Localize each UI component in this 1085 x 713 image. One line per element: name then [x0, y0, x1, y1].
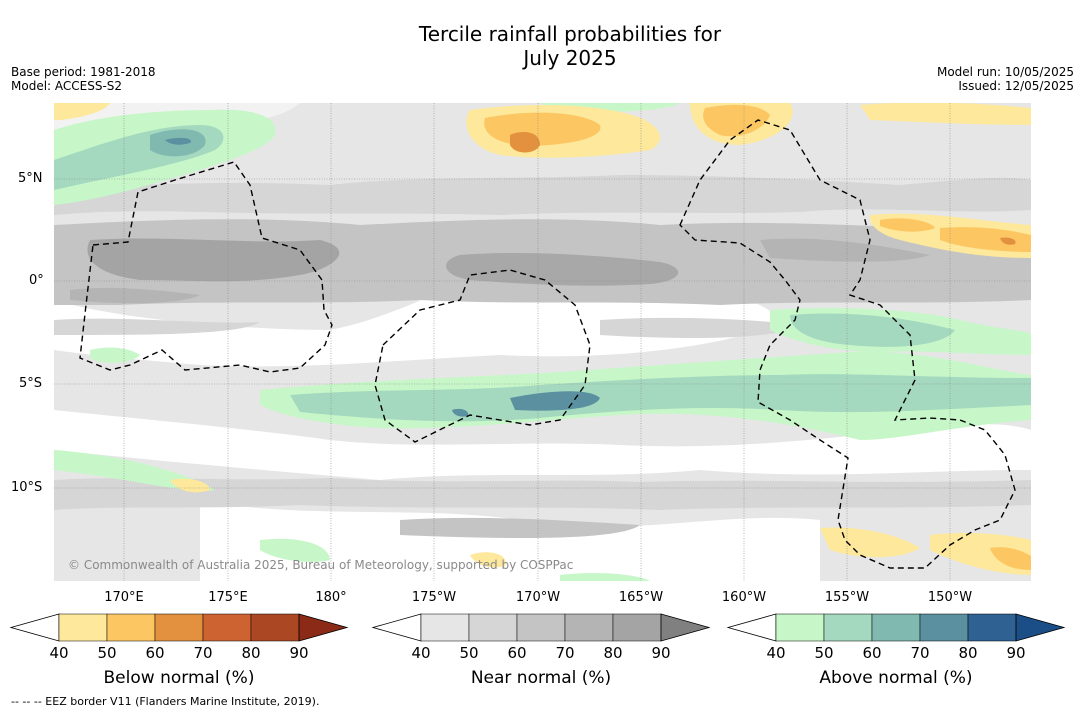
colorbar-above-bin-60	[871, 613, 921, 642]
colorbar-below-low-arrow	[9, 613, 60, 642]
colorbar-below-bin-70	[202, 613, 252, 642]
tick-near-40: 40	[411, 644, 431, 662]
tick-above-60: 60	[862, 644, 882, 662]
lon-label-150w: 150°W	[927, 590, 973, 605]
lat-label-5n: 5°N	[18, 171, 43, 186]
lon-label-165w: 165°W	[618, 590, 664, 605]
graticule	[54, 103, 1031, 581]
colorbar-below-high-arrow	[298, 613, 349, 642]
base-period: Base period: 1981-2018	[11, 65, 156, 79]
title-line-2: July 2025	[523, 46, 617, 70]
colorbar-above-title: Above normal (%)	[819, 668, 973, 688]
colorbar-below-bin-80	[250, 613, 300, 642]
lat-label-5s: 5°S	[19, 376, 43, 391]
lat-label-0: 0°	[29, 273, 44, 288]
colorbar-near-bin-40	[420, 613, 470, 642]
colorbar-above-bin-80	[967, 613, 1017, 642]
title-line-1: Tercile rainfall probabilities for	[418, 22, 722, 46]
meta-right: Model run: 10/05/2025 Issued: 12/05/2025	[937, 65, 1074, 93]
colorbar-near	[371, 613, 711, 642]
lon-label-170w: 170°W	[515, 590, 561, 605]
colorbar-below-title: Below normal (%)	[103, 668, 255, 688]
lon-label-155w: 155°W	[824, 590, 870, 605]
tick-above-50: 50	[814, 644, 834, 662]
tick-above-90: 90	[1006, 644, 1026, 662]
colorbar-above-high-arrow	[1015, 613, 1066, 642]
tick-above-40: 40	[766, 644, 786, 662]
probability-field	[54, 103, 1031, 581]
tick-above-80: 80	[958, 644, 978, 662]
lon-label-175w: 175°W	[411, 590, 457, 605]
meta-left: Base period: 1981-2018 Model: ACCESS-S2	[11, 65, 156, 93]
lon-label-170e: 170°E	[104, 590, 144, 605]
map-title: Tercile rainfall probabilities for July …	[0, 22, 1085, 70]
tick-below-90: 90	[289, 644, 309, 662]
issued-date: Issued: 12/05/2025	[958, 79, 1074, 93]
colorbar-below	[9, 613, 349, 642]
colorbar-near-low-arrow	[371, 613, 422, 642]
colorbar-above-bin-40	[775, 613, 825, 642]
lon-label-175e: 175°E	[208, 590, 248, 605]
eez-borders	[79, 119, 1016, 569]
tick-below-50: 50	[97, 644, 117, 662]
colorbar-near-title: Near normal (%)	[470, 668, 612, 688]
colorbar-near-bin-60	[516, 613, 566, 642]
lat-label-10s: 10°S	[11, 480, 43, 495]
colorbars	[9, 613, 1066, 642]
tick-below-60: 60	[145, 644, 165, 662]
colorbar-below-bin-40	[58, 613, 108, 642]
colorbar-near-bin-80	[612, 613, 662, 642]
colorbar-above-low-arrow	[726, 613, 777, 642]
colorbar-above	[726, 613, 1066, 642]
tick-near-90: 90	[651, 644, 671, 662]
tick-below-80: 80	[241, 644, 261, 662]
model-name: Model: ACCESS-S2	[11, 79, 123, 93]
colorbar-near-high-arrow	[660, 613, 711, 642]
eez-footnote: -- -- -- EEZ border V11 (Flanders Marine…	[11, 695, 320, 708]
tick-near-70: 70	[555, 644, 575, 662]
colorbar-near-bin-70	[564, 613, 614, 642]
tick-below-70: 70	[193, 644, 213, 662]
model-run: Model run: 10/05/2025	[936, 65, 1074, 79]
lon-label-160w: 160°W	[721, 590, 767, 605]
lon-label-180: 180°	[315, 590, 347, 605]
colorbar-above-bin-50	[823, 613, 873, 642]
copyright-notice: © Commonwealth of Australia 2025, Bureau…	[68, 558, 574, 572]
colorbar-below-bin-60	[154, 613, 204, 642]
tick-near-50: 50	[459, 644, 479, 662]
tick-above-70: 70	[910, 644, 930, 662]
colorbar-above-bin-70	[919, 613, 969, 642]
colorbar-near-bin-50	[468, 613, 518, 642]
tick-near-80: 80	[603, 644, 623, 662]
tick-below-40: 40	[49, 644, 69, 662]
tick-near-60: 60	[507, 644, 527, 662]
colorbar-below-bin-50	[106, 613, 156, 642]
